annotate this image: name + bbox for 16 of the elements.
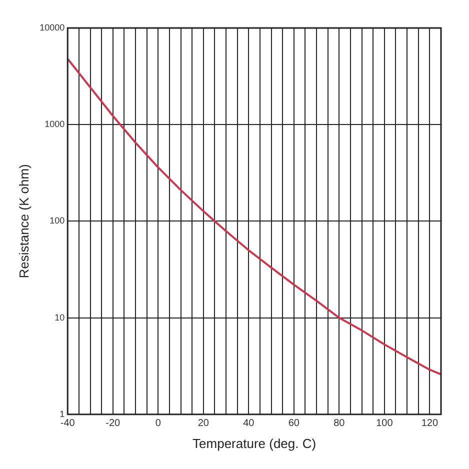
x-tick-label: 40 bbox=[243, 418, 255, 430]
x-tick-label: 80 bbox=[334, 418, 346, 430]
y-tick-label: 10 bbox=[54, 312, 65, 322]
x-axis-title: Temperature (deg. C) bbox=[192, 436, 316, 451]
y-tick-label: 100 bbox=[50, 216, 65, 226]
x-tick-label: 100 bbox=[376, 418, 394, 430]
x-tick-label: 20 bbox=[198, 418, 210, 430]
x-tick-label: -20 bbox=[106, 418, 121, 430]
x-tick-label: 0 bbox=[155, 418, 162, 430]
y-tick-label: 10000 bbox=[40, 22, 65, 32]
x-tick-label: 60 bbox=[288, 418, 300, 430]
x-tick-label: -40 bbox=[60, 418, 76, 430]
y-tick-label: 1000 bbox=[44, 119, 65, 130]
x-tick-label: 120 bbox=[421, 418, 438, 430]
y-tick-label: 1 bbox=[60, 408, 65, 419]
y-axis-title: Resistance (K ohm) bbox=[16, 164, 32, 278]
